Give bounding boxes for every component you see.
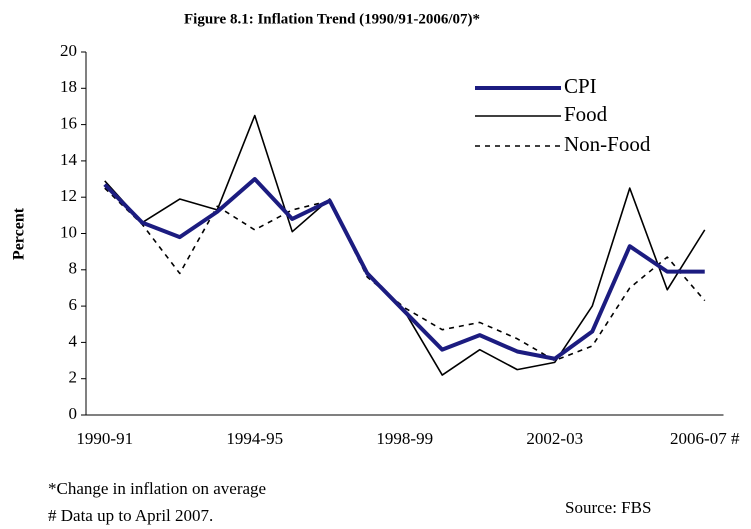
x-tick-label: 1990-91 (76, 429, 133, 448)
y-tick-label: 2 (69, 368, 78, 387)
y-tick-label: 10 (60, 222, 77, 241)
source-note: Source: FBS (565, 498, 651, 517)
y-tick-label: 4 (69, 331, 78, 350)
y-tick-label: 12 (60, 186, 77, 205)
y-tick-label: 18 (60, 77, 77, 96)
x-tick-label: 1998-99 (376, 429, 433, 448)
footnote: # Data up to April 2007. (48, 506, 213, 525)
chart-title: Figure 8.1: Inflation Trend (1990/91-200… (184, 11, 480, 27)
legend-label: Food (564, 102, 608, 126)
y-tick-label: 14 (60, 150, 78, 169)
y-tick-label: 6 (69, 295, 78, 314)
y-tick-label: 16 (60, 114, 77, 133)
legend-label: CPI (564, 74, 597, 98)
x-tick-label: 1994-95 (226, 429, 283, 448)
y-tick-label: 8 (69, 259, 78, 278)
x-tick-label: 2002-03 (526, 429, 583, 448)
legend-label: Non-Food (564, 132, 651, 156)
series-line (103, 177, 705, 361)
y-tick-label: 20 (60, 41, 77, 60)
y-axis-label: Percent (11, 207, 28, 260)
x-tick-label: 2006-07 # (670, 429, 740, 448)
y-tick-label: 0 (69, 404, 78, 423)
footnote: *Change in inflation on average (48, 479, 266, 498)
series-line (104, 187, 706, 362)
